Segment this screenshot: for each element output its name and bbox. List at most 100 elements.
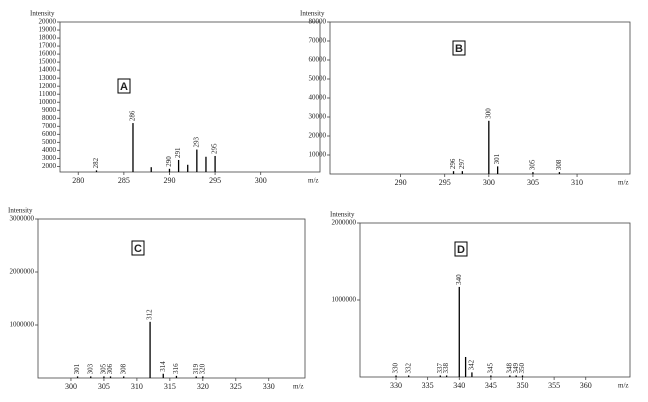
x-tick-label: 285 (118, 176, 130, 185)
y-tick-label: 11000 (39, 90, 57, 98)
peak-label: 319 (192, 363, 200, 374)
y-tick-label: 2000000 (10, 268, 35, 276)
y-tick-label: 60000 (309, 56, 327, 64)
y-tick-label: 9000 (42, 106, 57, 114)
peak-label: 297 (458, 158, 466, 169)
y-tick-label: 40000 (309, 94, 327, 102)
y-tick-label: 1000000 (10, 321, 35, 329)
spectrum-panel: Intensity m/z 1000000 2000000 330 335 340 345 35… (330, 211, 631, 390)
peak-label: 338 (442, 362, 450, 373)
peak-label: 290 (165, 156, 173, 167)
x-tick-label: 300 (255, 176, 267, 185)
y-tick-label: 16000 (39, 50, 57, 58)
panel-letter-box (454, 241, 468, 257)
x-tick-label: 300 (65, 382, 77, 391)
y-tick-label: 17000 (39, 42, 57, 50)
x-tick-label: 330 (390, 381, 402, 390)
x-tick-label: 290 (395, 178, 407, 187)
spectrum-panel: Intensity m/z 10000 20000 30000 40000 50000 600… (300, 10, 631, 187)
x-axis-label: m/z (618, 382, 629, 390)
peak-label: 286 (129, 110, 137, 121)
y-tick-label: 14000 (39, 66, 57, 74)
x-tick-label: 330 (263, 382, 275, 391)
peak-label: 350 (518, 362, 526, 373)
y-tick-label: 3000000 (10, 215, 35, 223)
peak-label: 330 (392, 362, 400, 373)
peak-label: 316 (172, 363, 180, 374)
plot-frame (329, 21, 631, 175)
panel-letter-box (452, 40, 466, 56)
y-tick-label: 4000 (42, 146, 57, 154)
x-tick-label: 325 (230, 382, 242, 391)
peak-label: 306 (106, 363, 114, 374)
x-tick-label: 290 (163, 176, 175, 185)
y-tick-label: 1000000 (332, 296, 357, 304)
y-tick-label: 70000 (309, 37, 327, 45)
y-tick-label: 10000 (309, 151, 327, 159)
plot-frame (37, 218, 306, 379)
peak-label: 320 (198, 363, 206, 374)
x-tick-label: 320 (197, 382, 209, 391)
peak-label: 340 (455, 274, 463, 285)
peak-label: 312 (146, 309, 154, 320)
x-axis-label: m/z (293, 383, 304, 391)
plot-frame (359, 222, 631, 378)
peak-label: 308 (119, 363, 127, 374)
peak-label: 337 (436, 362, 444, 373)
peak-label: 345 (486, 362, 494, 373)
y-tick-label: 20000 (39, 18, 57, 26)
peak-label: 303 (86, 363, 94, 374)
peak-label: 305 (529, 159, 537, 170)
peak-label: 342 (468, 359, 476, 370)
peak-label: 308 (555, 159, 563, 170)
y-tick-label: 80000 (309, 18, 327, 26)
peak-label: 314 (159, 361, 167, 372)
peak-label: 301 (493, 153, 501, 164)
x-tick-label: 355 (548, 381, 560, 390)
x-tick-label: 295 (209, 176, 221, 185)
x-tick-label: 350 (517, 381, 529, 390)
y-tick-label: 12000 (39, 82, 57, 90)
peak-label: 348 (505, 362, 513, 373)
peak-label: 305 (100, 363, 108, 374)
x-tick-label: 305 (527, 178, 539, 187)
peak-label: 282 (92, 157, 100, 168)
y-tick-label: 7000 (42, 122, 57, 130)
x-tick-label: 340 (453, 381, 465, 390)
y-tick-label: 3000 (42, 154, 57, 162)
x-tick-label: 335 (422, 381, 434, 390)
spectrum-panel: Intensity m/z 2000300040005000600070008000… (30, 10, 321, 185)
y-tick-label: 15000 (39, 58, 57, 66)
y-axis-label: Intensity (8, 207, 33, 215)
x-axis-label: m/z (308, 177, 319, 185)
x-tick-label: 280 (72, 176, 84, 185)
panel-letter: B (455, 43, 463, 55)
peak-label: 349 (512, 362, 520, 373)
y-tick-label: 13000 (39, 74, 57, 82)
x-tick-label: 310 (571, 178, 583, 187)
y-tick-label: 20000 (309, 132, 327, 140)
panel-letter-box (131, 240, 145, 256)
x-tick-label: 295 (439, 178, 451, 187)
panel-letter-box (117, 78, 131, 94)
peak-label: 332 (404, 362, 412, 373)
panel-letter: D (457, 244, 465, 256)
plot-frame (59, 21, 321, 173)
x-tick-label: 310 (131, 382, 143, 391)
panel-letter: A (120, 81, 128, 93)
panel-letter: C (134, 243, 142, 255)
x-axis-label: m/z (618, 179, 629, 187)
x-tick-label: 345 (485, 381, 497, 390)
y-axis-label: Intensity (330, 211, 355, 219)
y-tick-label: 6000 (42, 130, 57, 138)
y-axis-label: Intensity (300, 10, 325, 18)
y-tick-label: 5000 (42, 138, 57, 146)
x-tick-label: 360 (580, 381, 592, 390)
peak-label: 301 (73, 363, 81, 374)
y-tick-label: 30000 (309, 113, 327, 121)
y-axis-label: Intensity (30, 10, 55, 18)
peak-label: 291 (174, 147, 182, 158)
y-tick-label: 18000 (39, 34, 57, 42)
